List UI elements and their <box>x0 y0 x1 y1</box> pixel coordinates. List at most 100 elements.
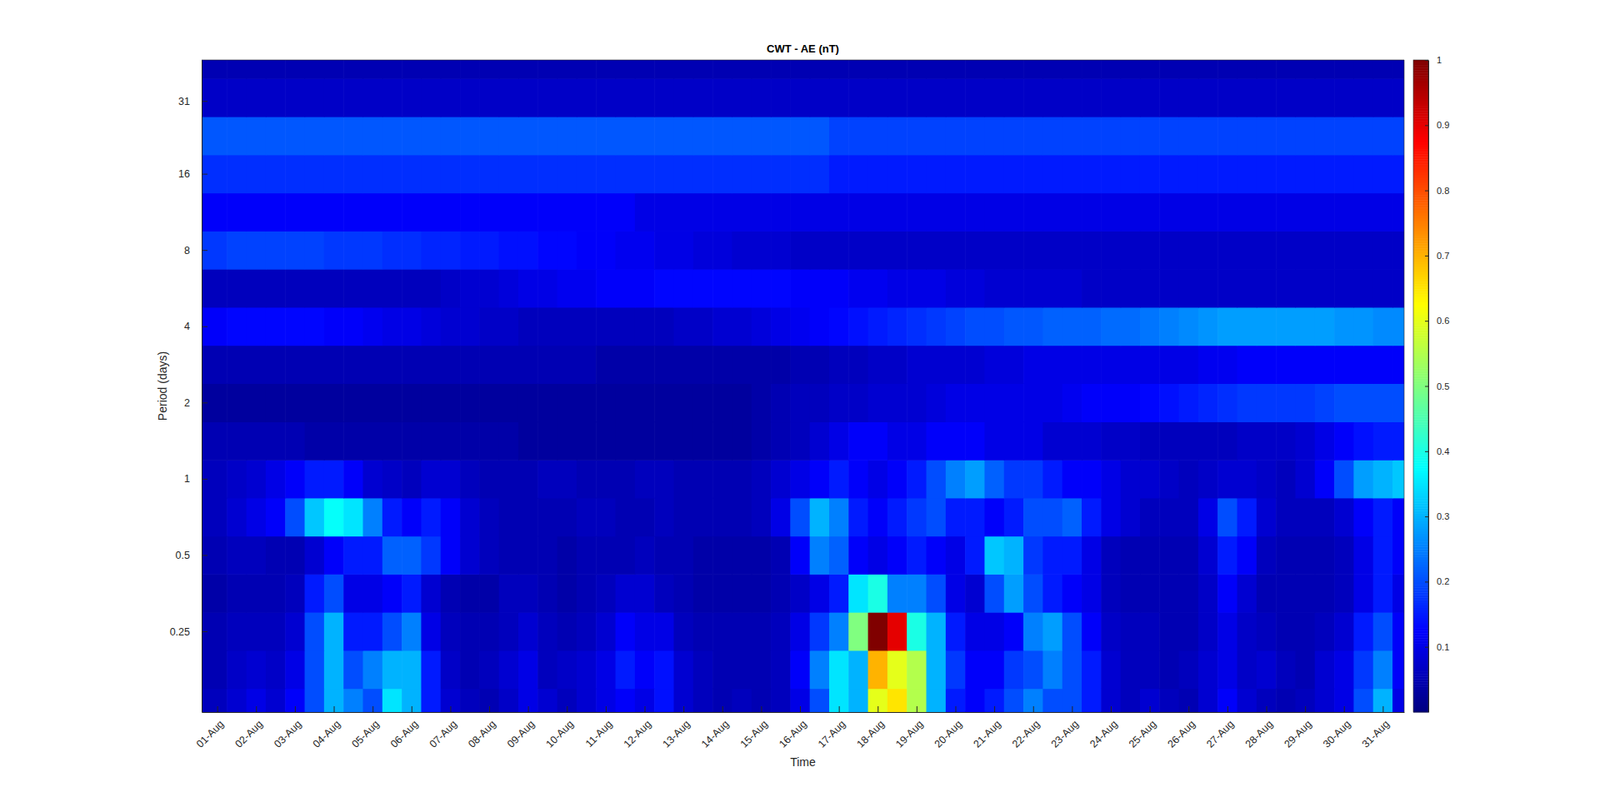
heatmap-cell <box>635 421 655 460</box>
heatmap-cell <box>1198 116 1219 155</box>
heatmap-cell <box>265 116 286 155</box>
heatmap-cell <box>868 307 889 346</box>
y-axis-tick-mark <box>201 174 208 175</box>
x-axis-tick: 27-Aug <box>1204 706 1236 751</box>
heatmap-cell <box>906 612 927 651</box>
colorbar-swatch <box>1413 679 1429 683</box>
heatmap-cell <box>285 383 305 423</box>
heatmap-cell <box>1373 155 1394 194</box>
x-axis-tick-mark <box>1227 706 1229 713</box>
colorbar-swatch <box>1413 144 1429 148</box>
colorbar-axis-tick-mark <box>1425 60 1429 61</box>
colorbar-swatch <box>1413 445 1429 449</box>
heatmap-cell <box>790 574 810 613</box>
y-axis-tick: 0.5 <box>175 550 208 562</box>
y-axis-line <box>201 60 203 714</box>
heatmap-cell <box>1315 689 1335 713</box>
x-axis-tick: 15-Aug <box>738 706 770 751</box>
colorbar-swatch <box>1413 93 1429 97</box>
heatmap-cell <box>440 307 461 346</box>
heatmap-cell <box>1373 689 1394 713</box>
colorbar-swatch <box>1413 521 1429 525</box>
colorbar-swatch <box>1413 695 1429 699</box>
colorbar-swatch <box>1413 65 1429 69</box>
heatmap-cell <box>595 155 616 194</box>
heatmap-cell <box>420 383 441 423</box>
x-axis-tick-mark <box>877 706 879 713</box>
x-axis-tick-label: 28-Aug <box>1243 718 1275 750</box>
heatmap-cell <box>984 612 1005 651</box>
colorbar-swatch <box>1413 605 1429 610</box>
heatmap-cell <box>401 269 422 308</box>
heatmap-cell <box>693 612 714 651</box>
heatmap-cell <box>1159 345 1180 385</box>
heatmap-cell <box>1217 60 1238 80</box>
heatmap-cell <box>887 307 908 346</box>
heatmap-cell <box>1295 383 1315 423</box>
heatmap-cell <box>1256 345 1277 385</box>
colorbar-swatch <box>1413 383 1429 387</box>
colorbar-swatch <box>1413 322 1429 326</box>
colorbar-swatch <box>1413 575 1429 579</box>
colorbar-swatch <box>1413 77 1429 81</box>
colorbar-swatch <box>1413 529 1429 533</box>
heatmap-cell <box>1100 536 1121 575</box>
heatmap-cell <box>557 230 578 270</box>
heatmap-cell <box>285 536 305 575</box>
x-axis-tick-label: 09-Aug <box>505 718 537 750</box>
heatmap-cell <box>382 269 403 308</box>
heatmap-cell <box>420 116 441 155</box>
heatmap-cell <box>1237 307 1258 346</box>
heatmap-cell <box>499 307 520 346</box>
x-axis-tick-label: 05-Aug <box>349 718 381 750</box>
heatmap-cell <box>1004 307 1025 346</box>
x-axis-tick-label: 22-Aug <box>1010 718 1042 750</box>
heatmap-cell <box>557 498 578 537</box>
heatmap-cell <box>226 193 247 232</box>
x-axis-tick: 17-Aug <box>815 706 848 751</box>
colorbar-axis-tick-mark <box>1425 386 1429 388</box>
heatmap-cell <box>246 193 267 232</box>
heatmap-cell <box>1159 689 1180 713</box>
colorbar-swatch <box>1413 467 1429 471</box>
heatmap-cell <box>576 536 597 575</box>
heatmap-cell <box>906 383 927 423</box>
heatmap-cell <box>201 650 228 690</box>
heatmap-cell <box>324 689 345 713</box>
heatmap-cell <box>343 689 364 713</box>
heatmap-cell <box>1159 230 1180 270</box>
colorbar-swatch <box>1413 192 1429 196</box>
heatmap-cell <box>810 498 830 537</box>
heatmap-cell <box>984 536 1005 575</box>
heatmap-cell <box>1120 612 1141 651</box>
heatmap-cell <box>1295 60 1315 80</box>
heatmap-cell <box>673 421 694 460</box>
heatmap-cell <box>770 612 791 651</box>
heatmap-cell <box>1140 307 1160 346</box>
heatmap-cell <box>1140 689 1160 713</box>
heatmap-cell <box>343 60 364 80</box>
heatmap-cell <box>343 383 364 423</box>
heatmap-cell <box>1140 230 1160 270</box>
heatmap-cell <box>479 116 500 155</box>
heatmap-cell <box>1081 116 1102 155</box>
heatmap-cell <box>1023 60 1044 80</box>
heatmap-cell <box>1004 498 1025 537</box>
x-axis-tick: 07-Aug <box>427 706 460 751</box>
heatmap-cell <box>810 536 830 575</box>
heatmap-cell <box>460 612 480 651</box>
colorbar-swatch <box>1413 595 1429 599</box>
heatmap-cell <box>440 60 461 80</box>
heatmap-cell <box>1062 78 1083 118</box>
colorbar-swatch <box>1413 335 1429 339</box>
colorbar-swatch <box>1413 118 1429 122</box>
heatmap-cell <box>1237 155 1258 194</box>
colorbar-swatch <box>1413 500 1429 505</box>
heatmap-cell <box>305 345 325 385</box>
heatmap-cell <box>1004 460 1025 499</box>
colorbar-swatch <box>1413 136 1429 140</box>
heatmap-cell <box>324 193 345 232</box>
colorbar-swatch <box>1413 177 1429 181</box>
heatmap-cell <box>1062 116 1083 155</box>
heatmap-cell <box>1237 536 1258 575</box>
